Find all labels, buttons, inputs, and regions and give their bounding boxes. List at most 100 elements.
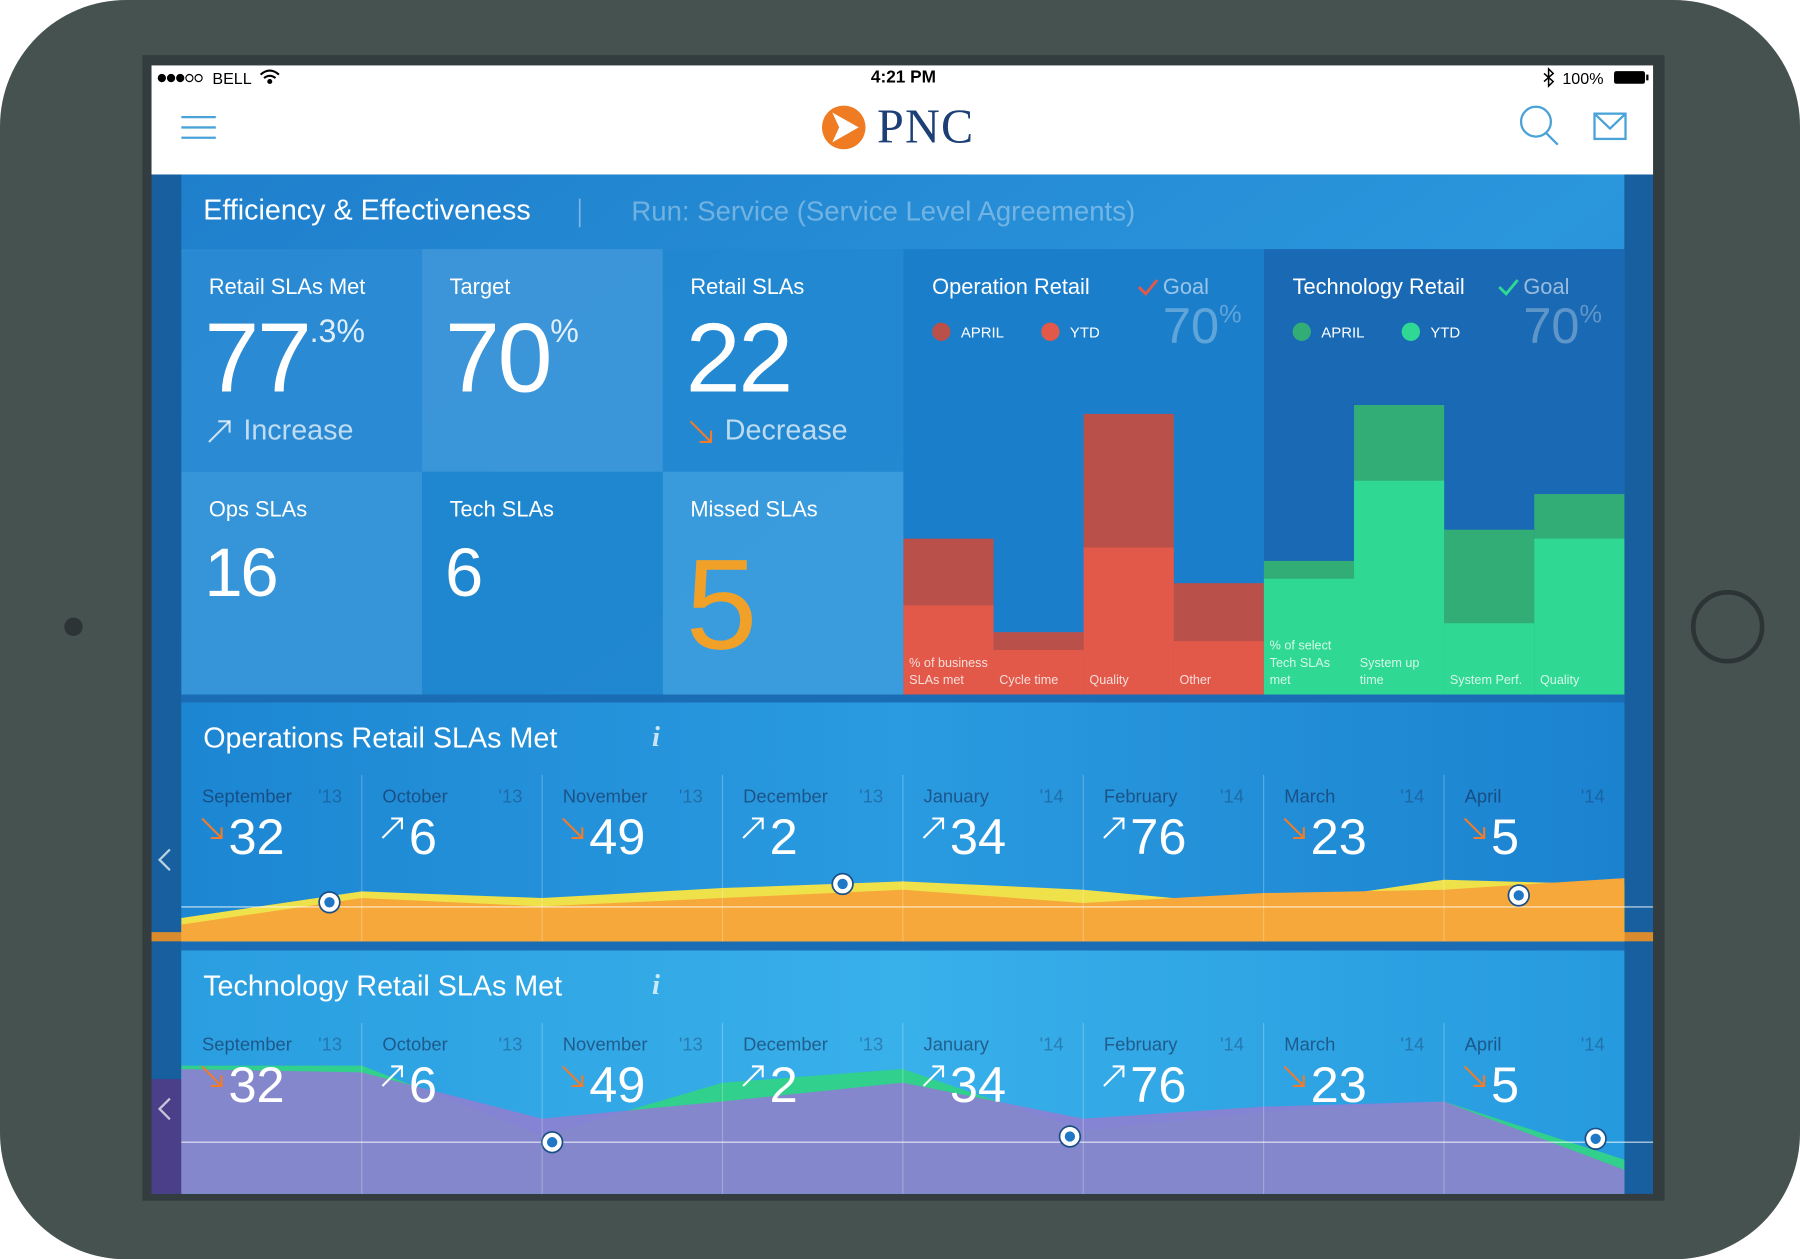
prev-button[interactable] — [157, 848, 171, 871]
tile-label: Retail SLAs Met — [208, 275, 366, 300]
month-value: 32 — [228, 1057, 285, 1114]
battery-icon — [1614, 71, 1646, 84]
trend-arrow-head — [391, 1065, 403, 1078]
battery-level: 100% — [1562, 68, 1604, 88]
panel-title: Operation Retail — [932, 275, 1090, 300]
tech-edge — [151, 1079, 182, 1194]
month-name: April — [1464, 787, 1502, 808]
goal-group: 70% — [1523, 301, 1602, 353]
month-name: December — [743, 1035, 828, 1055]
trend-arrow-head — [1112, 817, 1125, 830]
bar-category-label: Quality — [1539, 674, 1580, 688]
info-button[interactable]: i — [652, 970, 661, 1002]
legend-label: YTD — [1069, 323, 1100, 341]
month-year: '13 — [498, 787, 523, 808]
month-name: January — [923, 1035, 989, 1055]
trend-arrow-head — [1293, 1075, 1305, 1088]
trend-arrow — [1103, 1065, 1125, 1087]
trend-arrow-head — [210, 1075, 223, 1088]
bar-category-label: Quality — [1089, 674, 1129, 688]
month-value: 76 — [1130, 1057, 1187, 1114]
dashboard-subtitle: Run: Service (Service Level Agreements) — [631, 196, 1136, 228]
legend-swatch — [932, 322, 951, 341]
tile-value: 22 — [685, 303, 794, 414]
month-name: September — [202, 1035, 292, 1055]
legend-swatch — [1401, 322, 1421, 341]
goal-check — [1498, 279, 1519, 297]
legend-label: YTD — [1430, 323, 1461, 341]
clock: 4:21 PM — [870, 67, 936, 88]
tile — [422, 471, 663, 695]
trend-arrow-head — [751, 817, 764, 830]
legend-label: APRIL — [1321, 323, 1365, 341]
tile-value: 70 — [445, 303, 553, 414]
tile-value: 5 — [685, 532, 758, 677]
goal-check — [1137, 279, 1159, 297]
trend-arrow — [201, 1065, 223, 1087]
tile-label: Target — [449, 275, 511, 300]
bar — [1173, 641, 1264, 695]
month-name: February — [1103, 787, 1178, 808]
info-button[interactable]: i — [652, 722, 661, 754]
month-name: September — [202, 787, 292, 808]
marker-core — [324, 897, 335, 908]
trend-arrow-head — [932, 1065, 945, 1078]
month-name: March — [1284, 787, 1336, 808]
tile-value-suffix: .3% — [309, 313, 365, 349]
month-name: October — [382, 1035, 448, 1055]
month-year: '13 — [318, 787, 343, 808]
month-year: '14 — [1580, 1035, 1605, 1055]
trend-arrow-head — [751, 1065, 764, 1078]
tile-label: Ops SLAs — [208, 498, 308, 523]
signal — [157, 73, 203, 83]
tile-value-group: 16 — [204, 538, 278, 607]
trend-arrow-head — [218, 420, 231, 433]
marker-core — [547, 1137, 558, 1148]
prev-button[interactable] — [157, 1097, 171, 1121]
camera — [64, 617, 83, 636]
month-name: November — [562, 1035, 648, 1055]
month-value: 2 — [769, 809, 798, 866]
search-button[interactable] — [1519, 105, 1559, 146]
month-value: 49 — [589, 1057, 646, 1114]
trend-arrow — [562, 817, 584, 839]
trend-arrow — [381, 817, 403, 839]
trend-arrow-head — [699, 430, 713, 443]
wifi-icon — [259, 69, 280, 85]
bar-category-label: System Perf. — [1449, 674, 1523, 688]
trend-arrow — [1103, 817, 1125, 839]
month-name: January — [923, 787, 989, 808]
trend-arrow — [1283, 817, 1305, 839]
bar — [903, 605, 994, 695]
month-value: 6 — [408, 809, 437, 866]
trend-arrow — [742, 817, 764, 839]
month-value: 5 — [1491, 1057, 1520, 1114]
legend-label: APRIL — [960, 323, 1004, 341]
month-year: '13 — [318, 1035, 343, 1055]
month-year: '14 — [1400, 1035, 1425, 1055]
month-name: March — [1284, 1035, 1336, 1055]
menu-button[interactable] — [181, 115, 216, 139]
goal-value: 70 — [1162, 298, 1220, 355]
panel-title: Technology Retail — [1292, 275, 1465, 300]
month-value: 2 — [769, 1057, 798, 1114]
month-name: December — [743, 787, 828, 808]
month-name: April — [1464, 1035, 1502, 1055]
bar-category-label: System up time — [1359, 656, 1420, 688]
trend-arrow — [201, 817, 223, 839]
divider — [181, 941, 1625, 951]
goal-group: 70% — [1163, 301, 1242, 353]
bar — [1444, 623, 1535, 695]
legend-swatch — [1292, 322, 1311, 341]
home-button[interactable] — [1690, 590, 1765, 664]
mail-button[interactable] — [1593, 112, 1627, 141]
month-value: 5 — [1491, 809, 1520, 866]
tile — [181, 249, 423, 472]
month-value: 49 — [589, 809, 646, 866]
bar — [993, 649, 1084, 695]
month-value: 34 — [949, 1057, 1007, 1114]
marker-core — [1590, 1133, 1601, 1144]
month-year: '14 — [1400, 787, 1425, 808]
